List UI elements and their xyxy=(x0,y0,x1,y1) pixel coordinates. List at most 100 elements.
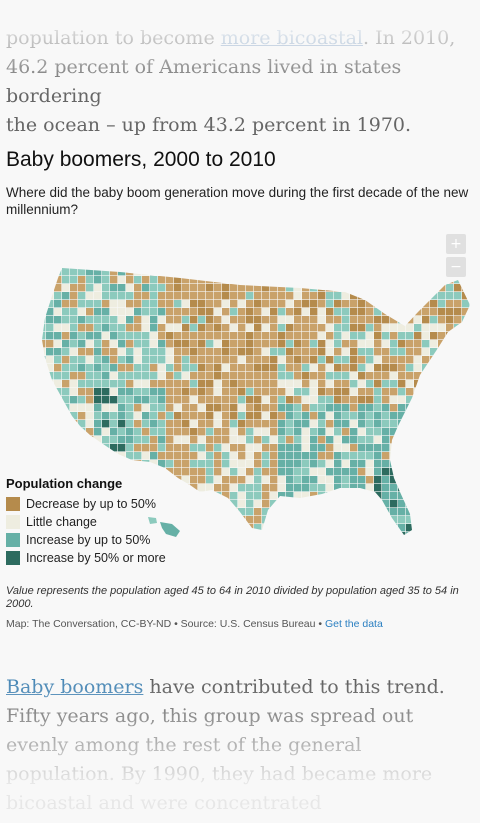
county-tile xyxy=(54,316,62,324)
county-tile xyxy=(270,452,278,460)
county-tile xyxy=(118,436,126,444)
county-tile xyxy=(334,516,342,524)
county-tile xyxy=(102,348,110,356)
county-tile xyxy=(350,484,358,492)
county-tile xyxy=(102,468,110,476)
county-tile xyxy=(110,396,118,404)
county-tile xyxy=(454,444,462,452)
county-tile xyxy=(350,332,358,340)
county-tile xyxy=(94,308,102,316)
county-tile xyxy=(42,340,46,348)
county-tile xyxy=(190,284,198,292)
county-tile xyxy=(118,260,125,267)
county-tile xyxy=(134,348,142,356)
county-tile xyxy=(334,420,342,428)
county-tile xyxy=(102,324,110,332)
county-tile xyxy=(374,484,382,492)
county-tile xyxy=(214,460,222,468)
county-tile xyxy=(230,364,238,372)
county-tile xyxy=(342,316,350,324)
county-tile xyxy=(366,324,374,332)
county-tile xyxy=(62,372,70,380)
county-tile xyxy=(262,316,270,324)
county-tile xyxy=(438,340,446,348)
county-tile xyxy=(262,332,270,340)
county-tile xyxy=(110,268,118,276)
county-tile xyxy=(310,476,318,484)
county-tile xyxy=(350,300,358,308)
county-tile xyxy=(430,460,438,468)
county-tile xyxy=(78,388,86,396)
county-tile xyxy=(350,500,358,508)
county-tile xyxy=(78,396,86,404)
county-tile xyxy=(214,404,222,412)
county-tile xyxy=(382,532,390,535)
county-tile xyxy=(158,356,166,364)
county-tile xyxy=(206,316,214,324)
county-tile xyxy=(294,276,302,284)
county-tile xyxy=(230,356,238,364)
county-tile xyxy=(286,436,294,444)
county-tile xyxy=(166,468,174,476)
county-tile xyxy=(318,524,326,532)
county-tile xyxy=(406,492,414,500)
county-tile xyxy=(158,348,166,356)
county-tile xyxy=(470,532,477,539)
county-tile xyxy=(270,316,278,324)
county-tile xyxy=(158,428,166,436)
county-tile xyxy=(326,540,333,547)
county-tile xyxy=(446,524,454,532)
county-tile xyxy=(350,372,358,380)
county-tile xyxy=(206,284,214,292)
county-tile xyxy=(246,324,254,332)
county-tile xyxy=(422,316,430,324)
county-tile xyxy=(286,444,294,452)
legend-swatch-decrease xyxy=(6,497,20,511)
county-tile xyxy=(342,508,350,516)
county-tile xyxy=(414,500,422,508)
county-tile xyxy=(446,292,454,300)
zoom-in-button[interactable]: + xyxy=(446,234,466,254)
county-tile xyxy=(358,524,366,532)
article-line-3: the ocean – up from 43.2 percent in 1970… xyxy=(6,114,412,136)
county-tile xyxy=(222,356,230,364)
county-tile xyxy=(206,412,214,420)
county-tile xyxy=(54,332,62,340)
county-tile xyxy=(446,436,454,444)
county-tile xyxy=(390,276,398,284)
get-the-data-link[interactable]: Get the data xyxy=(325,618,383,630)
more-bicoastal-link[interactable]: more bicoastal xyxy=(220,27,363,49)
county-tile xyxy=(326,452,334,460)
county-tile xyxy=(350,420,358,428)
county-tile xyxy=(102,388,110,396)
county-tile xyxy=(414,468,422,476)
county-tile xyxy=(230,508,238,516)
county-tile xyxy=(334,476,342,484)
county-tile xyxy=(286,476,294,484)
county-tile xyxy=(438,348,446,356)
county-tile xyxy=(438,276,446,284)
county-tile xyxy=(414,396,422,404)
county-tile xyxy=(438,436,446,444)
county-tile xyxy=(246,444,254,452)
baby-boomers-link[interactable]: Baby boomers xyxy=(6,676,144,698)
county-tile xyxy=(166,460,174,468)
county-tile xyxy=(110,460,118,468)
county-tile xyxy=(358,268,366,276)
us-county-map[interactable] xyxy=(0,230,480,575)
zoom-out-button[interactable]: − xyxy=(446,257,466,277)
county-tile xyxy=(134,356,142,364)
county-tile xyxy=(462,444,470,452)
county-tile xyxy=(390,540,397,547)
county-tile xyxy=(174,444,182,452)
county-tile xyxy=(454,412,462,420)
county-tile xyxy=(46,308,54,316)
county-tile xyxy=(142,460,150,468)
county-tile xyxy=(454,284,462,292)
county-tile xyxy=(126,452,134,460)
county-tile xyxy=(350,292,358,300)
county-tile xyxy=(206,260,213,267)
county-tile xyxy=(278,444,286,452)
county-tile xyxy=(422,412,430,420)
county-tile xyxy=(230,420,238,428)
